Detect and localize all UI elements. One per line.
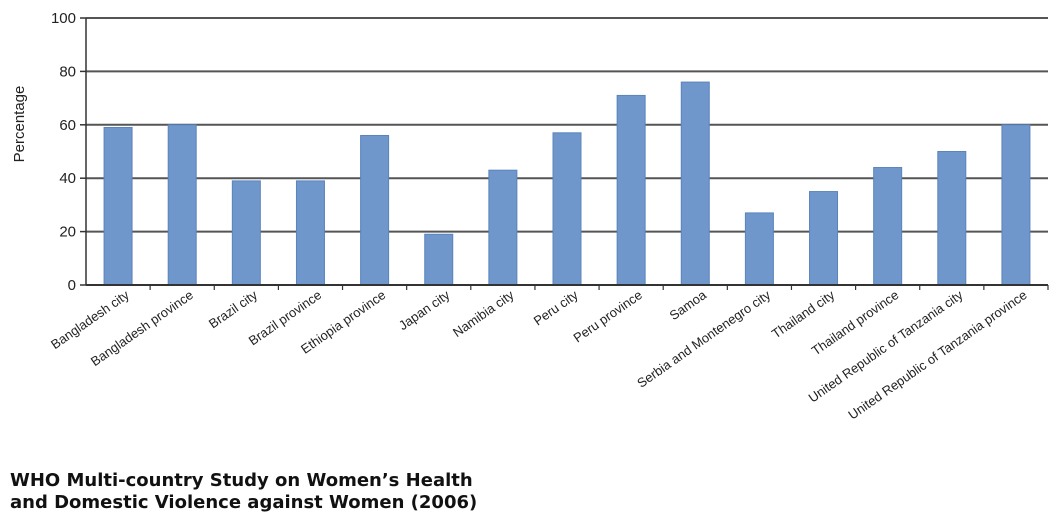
bar-bangladesh-province	[167, 124, 197, 286]
x-tick-label: Japan city	[396, 287, 453, 333]
axes	[80, 17, 1049, 290]
bars	[103, 81, 1031, 286]
x-tick-label: Peru city	[531, 287, 581, 329]
bar-peru-province	[616, 94, 646, 286]
x-tick-label: Brazil city	[206, 287, 261, 331]
y-tick-label: 40	[59, 170, 76, 187]
bar-thailand-province	[873, 167, 903, 286]
bar-namibia-city	[488, 169, 518, 286]
bar-japan-city	[424, 233, 454, 286]
bar-united-republic-of-tanzania-province	[1001, 124, 1031, 286]
y-tick-label: 60	[59, 117, 76, 134]
y-tick-label: 20	[59, 224, 76, 241]
bar-thailand-city	[809, 191, 839, 286]
bar-peru-city	[552, 132, 582, 286]
x-tick-label: Peru province	[571, 287, 645, 345]
bar-bangladesh-city	[103, 126, 133, 286]
bar-serbia-and-montenegro-city	[744, 212, 774, 286]
x-tick-label: Samoa	[667, 287, 710, 323]
y-tick-label: 80	[59, 63, 76, 80]
bar-brazil-province	[295, 180, 325, 286]
source-title-line-2: and Domestic Violence against Women (200…	[10, 492, 478, 513]
bar-ethiopia-province	[360, 134, 390, 286]
y-axis-label: Percentage	[11, 86, 28, 163]
bar-samoa	[680, 81, 710, 286]
source-title-line-1: WHO Multi-country Study on Women’s Healt…	[10, 470, 473, 491]
bar-brazil-city	[231, 180, 261, 286]
y-tick-label: 0	[68, 277, 76, 294]
y-tick-labels: 0 20 40 60 80 100	[51, 10, 76, 294]
x-tick-label: Namibia city	[450, 287, 517, 340]
source-title: WHO Multi-country Study on Women’s Healt…	[10, 470, 530, 514]
bar-united-republic-of-tanzania-city	[937, 151, 967, 286]
y-tick-label: 100	[51, 10, 76, 27]
